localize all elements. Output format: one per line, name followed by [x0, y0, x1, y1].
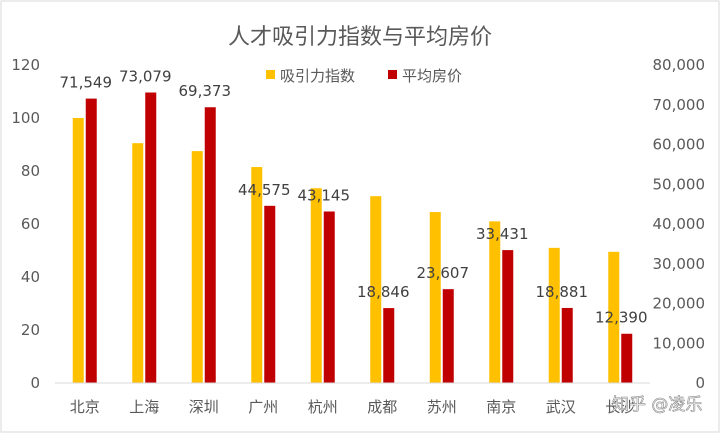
bar-attraction-index	[72, 118, 84, 383]
legend-swatch-avg-price	[388, 70, 397, 79]
bar-avg-price	[204, 107, 216, 384]
y-left-tick-label: 60	[21, 215, 40, 233]
y-right-tick-label: 0	[695, 374, 705, 392]
y-right-tick-label: 10,000	[653, 334, 706, 352]
chart-title: 人才吸引力指数与平均房价	[228, 25, 492, 50]
data-label-avg-price: 71,549	[60, 74, 113, 92]
x-category-label: 上海	[129, 398, 159, 416]
data-label-avg-price: 43,145	[298, 186, 351, 204]
bar-attraction-index	[191, 151, 203, 383]
y-right-tick-label: 50,000	[653, 175, 706, 193]
y-left-tick-label: 0	[30, 374, 40, 392]
y-left-tick-label: 120	[11, 56, 40, 74]
bar-attraction-index	[370, 196, 382, 383]
data-label-avg-price: 73,079	[119, 68, 172, 86]
watermark: 知乎 @凌乐	[612, 395, 702, 415]
data-labels: 71,549 73,079 69,373 44,575 43,145 18,846 23,6…	[60, 68, 648, 327]
x-category-label: 广州	[248, 398, 278, 416]
bar-attraction-index	[608, 251, 620, 383]
bar-avg-price	[561, 307, 573, 383]
y-right-tick-label: 80,000	[653, 56, 706, 74]
x-category-label: 北京	[70, 398, 100, 416]
bar-avg-price	[442, 289, 454, 383]
bar-avg-price	[502, 250, 514, 383]
bar-attraction-index	[310, 188, 322, 383]
y-left-tick-label: 80	[21, 162, 40, 180]
x-category-label: 深圳	[189, 398, 219, 416]
bar-attraction-index	[429, 212, 441, 383]
data-label-avg-price: 33,431	[476, 225, 529, 243]
data-label-avg-price: 69,373	[179, 82, 232, 100]
x-category-label: 苏州	[427, 398, 457, 416]
bar-attraction-index	[489, 221, 501, 383]
legend-swatch-attraction-index	[266, 70, 275, 79]
y-left-tick-label: 100	[11, 109, 40, 127]
bar-attraction-index	[548, 247, 560, 383]
data-label-avg-price: 12,390	[595, 309, 648, 327]
bar-avg-price	[323, 211, 335, 383]
y-right-tick-label: 20,000	[653, 295, 706, 313]
bar-avg-price	[621, 333, 633, 383]
x-axis: 北京 上海 深圳 广州 杭州 成都 苏州 南京 武汉 长沙	[70, 398, 636, 416]
bars	[72, 92, 633, 384]
bar-avg-price	[264, 205, 276, 383]
bar-avg-price	[383, 308, 395, 383]
bar-avg-price	[145, 92, 157, 383]
y-left-tick-label: 40	[21, 268, 40, 286]
bar-attraction-index	[251, 167, 263, 383]
data-label-avg-price: 18,881	[536, 283, 589, 301]
x-category-label: 杭州	[308, 398, 338, 416]
data-label-avg-price: 44,575	[238, 181, 291, 199]
y-right-tick-label: 60,000	[653, 136, 706, 154]
x-category-label: 长沙	[605, 398, 635, 416]
legend-label-avg-price: 平均房价	[402, 67, 462, 85]
y-left-tick-label: 20	[21, 321, 40, 339]
y-axis-left: 0 20 40 60 80 100 120	[11, 56, 40, 392]
y-right-tick-label: 70,000	[653, 96, 706, 114]
bar-avg-price	[85, 98, 97, 384]
y-right-tick-label: 40,000	[653, 215, 706, 233]
bar-attraction-index	[132, 143, 144, 383]
y-axis-right: 0 10,000 20,000 30,000 40,000 50,000 60,000 70,…	[653, 56, 706, 392]
x-category-label: 武汉	[546, 398, 576, 416]
data-label-avg-price: 18,846	[357, 283, 410, 301]
x-category-label: 南京	[486, 398, 516, 416]
legend: 吸引力指数 平均房价	[266, 67, 462, 85]
data-label-avg-price: 23,607	[417, 264, 470, 282]
y-right-tick-label: 30,000	[653, 255, 706, 273]
legend-label-attraction-index: 吸引力指数	[280, 67, 355, 85]
x-category-label: 成都	[367, 398, 397, 416]
